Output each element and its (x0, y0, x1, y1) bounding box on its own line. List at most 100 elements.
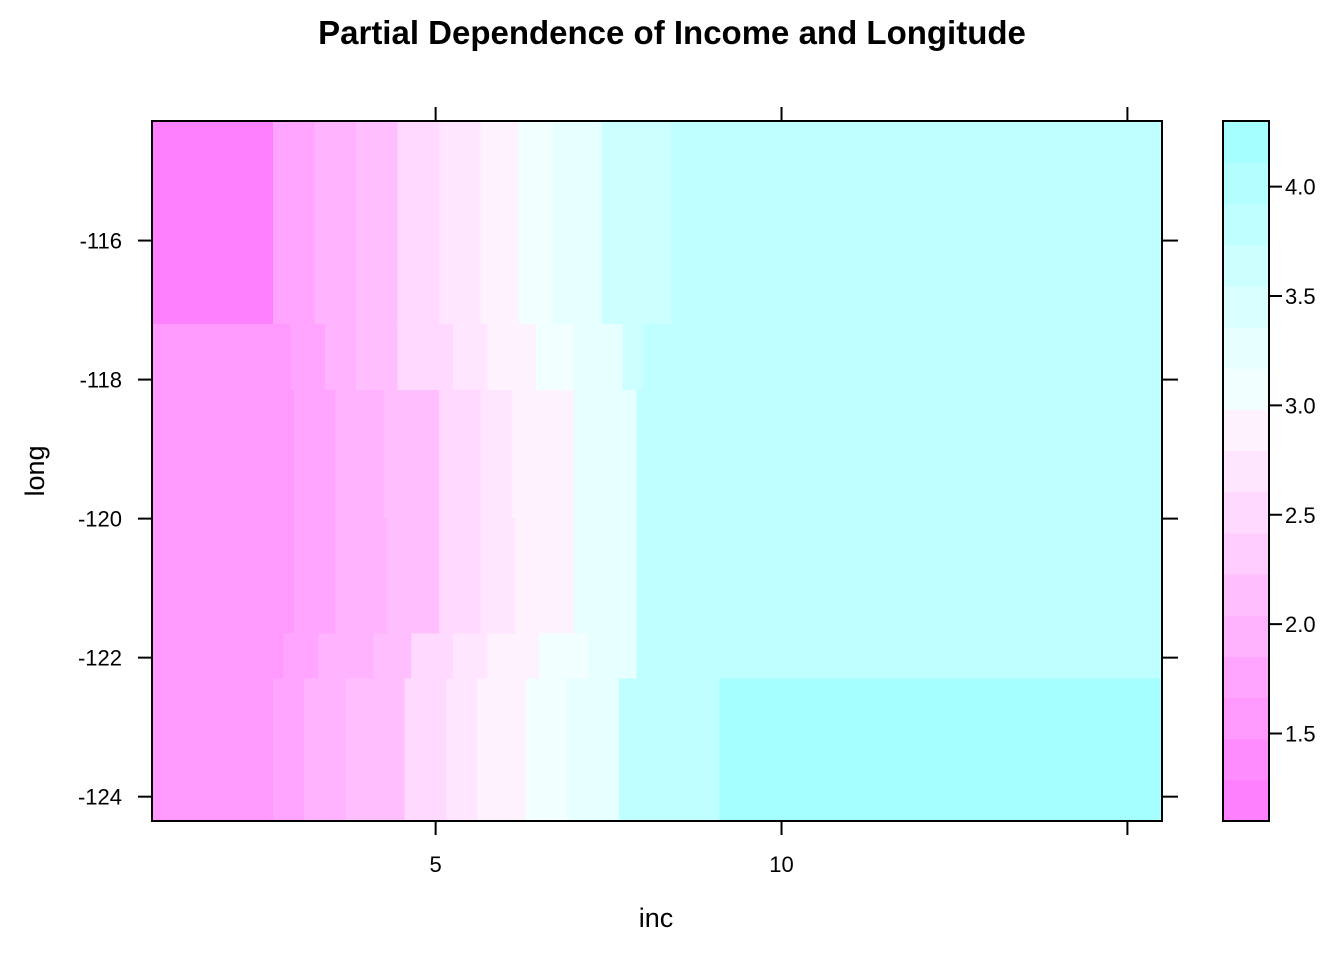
heat-cell (618, 678, 720, 822)
heat-cell (643, 323, 1163, 391)
colorbar-swatch (1223, 203, 1269, 246)
heat-cell (477, 678, 527, 822)
colorbar-frame (1222, 120, 1270, 822)
heat-cell (283, 633, 319, 680)
heat-cell (152, 678, 274, 822)
heat-cell (318, 633, 374, 680)
x-tick-label: 10 (769, 852, 793, 877)
heat-cell (273, 121, 316, 325)
heat-cell (719, 678, 1163, 822)
heat-cell (487, 323, 537, 391)
heat-cell (587, 633, 637, 680)
colorbar-swatch (1223, 409, 1269, 452)
colorbar-swatch (1223, 162, 1269, 204)
colorbar-tick-label: 3.0 (1285, 393, 1316, 418)
heat-cell (404, 678, 447, 822)
colorbar-swatch (1223, 615, 1269, 657)
heat-cell (487, 633, 540, 680)
heat-cell (152, 323, 291, 391)
heat-cell (356, 121, 399, 325)
y-axis-label: long (20, 445, 50, 496)
heat-cell (636, 390, 1163, 520)
colorbar-swatch (1223, 738, 1269, 781)
colorbar-swatch (1223, 697, 1269, 740)
heat-cell (304, 678, 347, 822)
heat-cell (446, 678, 478, 822)
heat-cell (273, 678, 305, 822)
colorbar-swatch (1223, 244, 1269, 287)
heat-cell (439, 390, 482, 520)
heat-cell (573, 323, 624, 391)
heat-cell (525, 678, 568, 822)
colorbar-swatch (1223, 285, 1269, 328)
chart-title: Partial Dependence of Income and Longitu… (318, 14, 1026, 51)
heat-cell (397, 121, 440, 325)
heat-cell (515, 518, 575, 634)
colorbar-swatch (1223, 491, 1269, 534)
heat-cell (293, 390, 336, 520)
heat-cell (439, 121, 482, 325)
heat-cell (345, 678, 406, 822)
y-tick-label: -122 (78, 646, 122, 671)
heat-cell (636, 633, 1163, 680)
y-tick-label: -120 (78, 507, 122, 532)
plot-frame (151, 120, 1163, 822)
heat-cell (397, 323, 454, 391)
heat-cell (439, 518, 482, 634)
heat-cell (480, 390, 513, 520)
heat-cell (324, 323, 357, 391)
heat-cell (293, 518, 336, 634)
heat-cell (622, 323, 644, 391)
x-axis-label: inc (639, 903, 674, 933)
colorbar-tick-label: 2.0 (1285, 612, 1316, 637)
y-tick-label: -118 (80, 368, 122, 393)
heat-cell (480, 518, 516, 634)
y-tick-label: -116 (80, 229, 122, 254)
heat-cell (152, 518, 295, 634)
colorbar-swatch (1223, 573, 1269, 616)
heat-cell (480, 121, 520, 325)
heat-cell (152, 633, 285, 680)
x-tick-label: 5 (430, 852, 442, 877)
heat-cell (152, 390, 295, 520)
heat-cell (535, 323, 575, 391)
heat-cell (518, 121, 554, 325)
heat-cell (553, 121, 603, 325)
colorbar-tick-label: 1.5 (1285, 722, 1316, 747)
heat-cell (383, 390, 440, 520)
heat-cell (636, 518, 1163, 634)
heat-cell (511, 390, 575, 520)
heat-cell (539, 633, 589, 680)
colorbar-swatch (1223, 532, 1269, 575)
colorbar-swatch (1223, 121, 1269, 163)
colorbar-swatch (1223, 450, 1269, 493)
y-tick-label: -124 (78, 785, 122, 810)
heat-cell (573, 518, 637, 634)
colorbar-tick-label: 2.5 (1285, 503, 1316, 528)
colorbar: 1.5 2.0 2.5 3.0 3.5 4.0 (1222, 120, 1316, 822)
heat-cell (573, 390, 637, 520)
heat-cell (387, 518, 440, 634)
heat-cell (373, 633, 413, 680)
heat-cell (335, 518, 388, 634)
heat-cell (670, 121, 1163, 325)
heat-cell (452, 633, 489, 680)
heatmap-cells (152, 121, 1163, 822)
x-axis-ticks: 5 10 (430, 107, 1129, 877)
heat-cell (290, 323, 326, 391)
heat-cell (152, 121, 274, 325)
y-axis-ticks: -116 -118 -120 -122 -124 (78, 229, 1178, 810)
colorbar-swatch (1223, 326, 1269, 369)
colorbar-tick-label: 3.5 (1285, 284, 1316, 309)
heat-cell (411, 633, 454, 680)
heat-cell (335, 390, 385, 520)
heat-cell (356, 323, 399, 391)
colorbar-swatch (1223, 779, 1269, 822)
colorbar-tick-label: 4.0 (1285, 175, 1316, 200)
colorbar-swatch (1223, 656, 1269, 699)
heat-cell (452, 323, 489, 391)
heat-cell (567, 678, 620, 822)
heat-cell (314, 121, 357, 325)
colorbar-swatch (1223, 368, 1269, 410)
